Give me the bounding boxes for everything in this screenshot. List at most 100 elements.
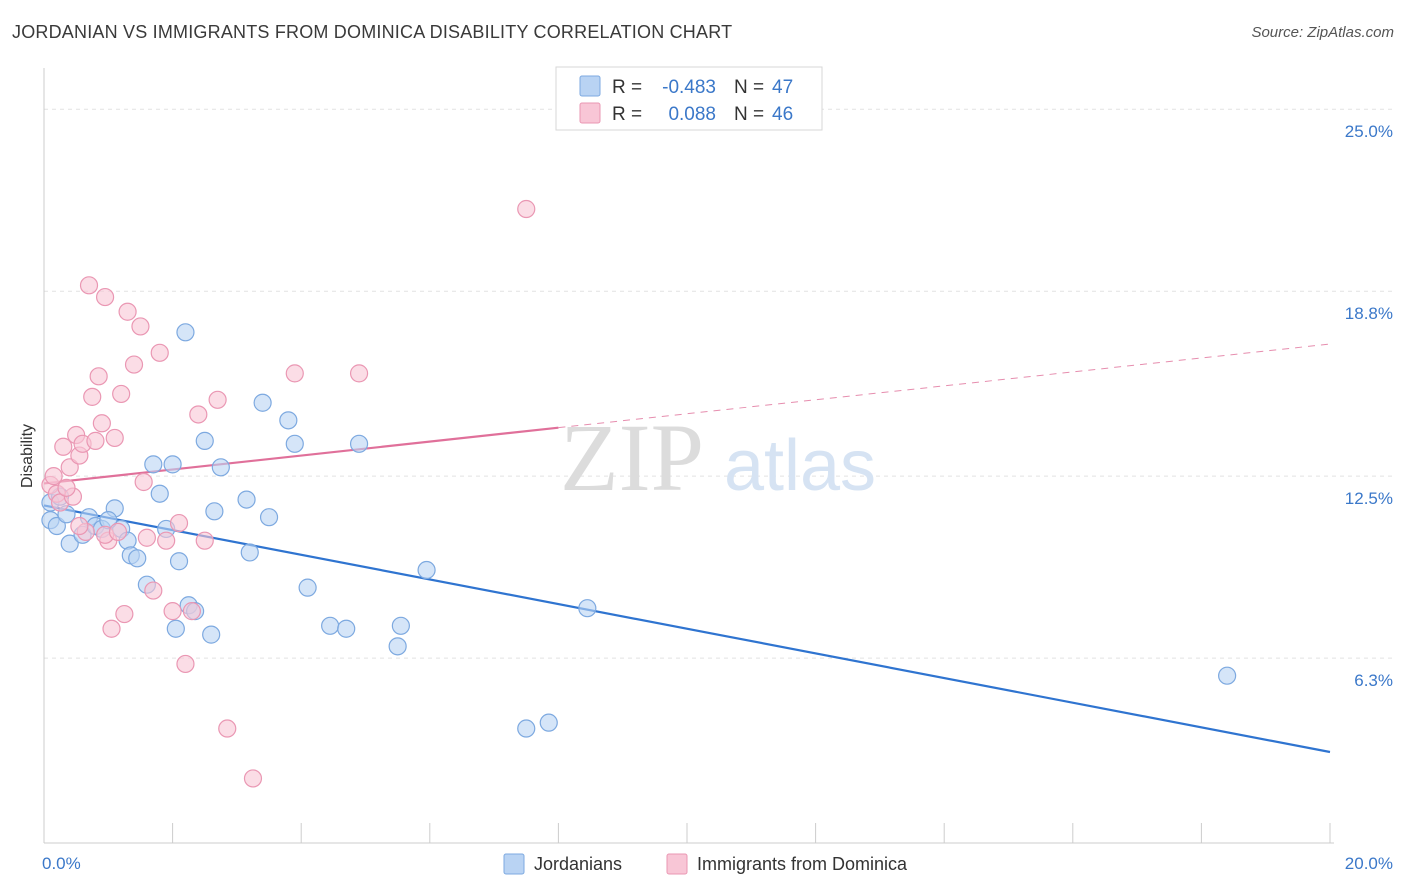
point-blue-40: [517, 719, 536, 738]
point-blue-19: [169, 552, 189, 571]
tick-labels: 6.3% 12.5% 18.8% 25.0% 0.0% 20.0%: [42, 122, 1393, 873]
y-tick-label-0: 6.3%: [1354, 671, 1393, 690]
trend-line-blue: [43, 504, 1331, 754]
stats-legend-n-label-1: N =: [734, 77, 769, 98]
point-pink-12: [83, 387, 102, 406]
point-pink-34: [189, 405, 208, 424]
point-blue-30: [259, 508, 279, 527]
axes: [43, 68, 1334, 844]
stats-legend-swatch-pink: [579, 102, 601, 124]
point-pink-35: [195, 531, 214, 550]
point-pink-32: [176, 654, 195, 674]
point-pink-28: [150, 343, 169, 362]
trend-lines: [43, 343, 1331, 754]
point-blue-1: [47, 516, 66, 536]
point-blue-31: [279, 411, 298, 430]
point-pink-33: [182, 602, 201, 621]
point-pink-36: [208, 390, 227, 409]
point-pink-43: [70, 516, 89, 536]
series-legend: Jordanians Immigrants from Dominica: [503, 853, 908, 875]
point-pink-19: [105, 428, 124, 448]
point-blue-39: [417, 560, 436, 580]
point-blue-3: [60, 534, 79, 553]
point-blue-14: [144, 455, 163, 474]
point-blue-27: [237, 490, 256, 509]
point-blue-15: [150, 484, 169, 503]
point-blue-37: [388, 637, 407, 656]
grid-lines: [44, 108, 1395, 659]
point-blue-32: [285, 434, 304, 453]
watermark-atlas: atlas: [724, 426, 876, 506]
point-pink-15: [92, 414, 111, 433]
y-tick-label-2: 18.8%: [1345, 304, 1393, 323]
legend-label-dominica: Immigrants from Dominica: [697, 854, 908, 874]
point-blue-12: [128, 549, 147, 568]
point-pink-4: [54, 437, 73, 456]
point-blue-41: [539, 713, 558, 732]
point-pink-26: [137, 528, 156, 547]
x-tick-label-1: 20.0%: [1345, 854, 1393, 873]
point-pink-11: [79, 276, 99, 295]
x-tick-label-0: 0.0%: [42, 854, 81, 873]
point-pink-14: [89, 367, 108, 386]
point-pink-20: [112, 384, 131, 404]
point-pink-25: [134, 472, 153, 492]
trend-line-pink: [43, 426, 559, 485]
point-blue-18: [166, 619, 185, 638]
point-pink-30: [163, 602, 182, 621]
point-pink-24: [131, 317, 150, 336]
source-credit: Source: ZipAtlas.com: [1251, 24, 1394, 41]
point-pink-27: [144, 581, 163, 600]
point-pink-41: [517, 199, 536, 219]
stats-legend-r-label-2: R =: [612, 104, 647, 125]
point-blue-23: [195, 431, 214, 450]
point-blue-33: [298, 578, 317, 597]
point-pink-45: [108, 522, 128, 541]
legend-swatch-jordanians: [503, 853, 525, 875]
point-blue-35: [337, 619, 356, 638]
point-pink-22: [118, 302, 137, 321]
point-blue-38: [391, 616, 410, 635]
data-points: [41, 199, 1237, 788]
point-blue-42: [578, 599, 597, 618]
legend-swatch-dominica: [666, 853, 688, 875]
point-pink-21: [115, 604, 134, 624]
y-tick-label-3: 25.0%: [1345, 122, 1393, 141]
point-blue-34: [321, 616, 340, 635]
point-blue-36: [349, 434, 369, 453]
point-pink-16: [95, 287, 115, 307]
point-blue-29: [253, 393, 272, 412]
point-pink-37: [218, 719, 237, 738]
point-blue-25: [205, 502, 224, 521]
point-blue-24: [202, 625, 221, 644]
legend-label-jordanians: Jordanians: [534, 854, 622, 874]
stats-legend-n-value-2: 46: [772, 104, 793, 125]
point-pink-40: [349, 364, 369, 383]
point-blue-20: [176, 323, 195, 342]
point-pink-18: [102, 619, 121, 638]
point-pink-42: [57, 478, 76, 497]
point-blue-26: [211, 458, 230, 477]
point-pink-29: [157, 531, 176, 550]
point-pink-13: [86, 431, 105, 450]
point-blue-43: [1218, 666, 1237, 685]
stats-legend-swatch-blue: [579, 75, 601, 97]
point-pink-5: [60, 458, 79, 477]
stats-legend-r-value-2: 0.088: [668, 104, 716, 125]
chart-title: JORDANIAN VS IMMIGRANTS FROM DOMINICA DI…: [12, 22, 733, 42]
stats-legend-n-label-2: N =: [734, 104, 769, 125]
point-blue-28: [240, 543, 259, 562]
point-blue-17: [163, 455, 182, 474]
point-pink-38: [243, 769, 263, 788]
point-pink-1: [44, 467, 63, 486]
point-pink-23: [124, 355, 144, 374]
point-pink-39: [285, 364, 304, 383]
y-tick-label-1: 12.5%: [1345, 489, 1393, 508]
watermark: ZIP atlas: [560, 404, 876, 511]
y-axis-label: Disability: [19, 424, 36, 488]
stats-legend-n-value-1: 47: [772, 77, 793, 98]
watermark-zip: ZIP: [560, 404, 704, 511]
stats-legend-r-value-1: -0.483: [662, 77, 716, 98]
point-pink-31: [169, 513, 189, 533]
